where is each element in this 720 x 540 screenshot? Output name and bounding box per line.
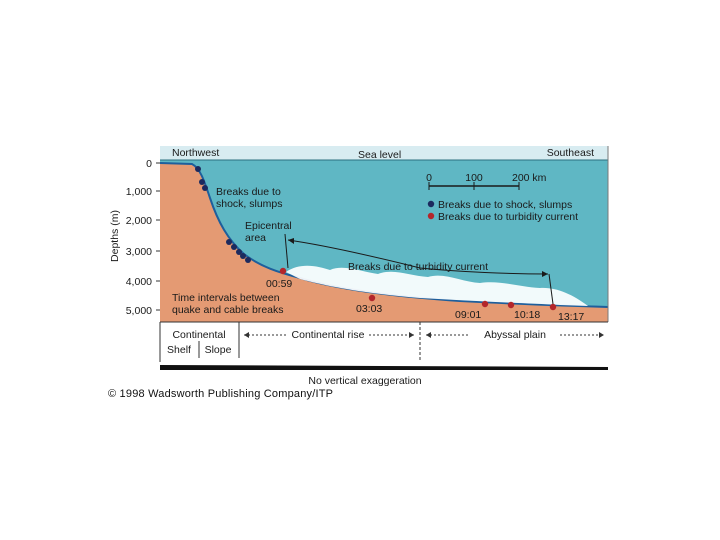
time-label: 13:17 [558, 311, 584, 323]
seafloor-profile [160, 163, 608, 322]
legend-shock-label: Breaks due to shock, slumps [438, 199, 572, 211]
scale-bar: 0 100 200 km [426, 172, 547, 190]
shock-break-marker [226, 239, 232, 245]
time-label: 09:01 [455, 309, 481, 321]
turbidity-breaks [279, 267, 557, 311]
scale-tick-200: 200 km [512, 172, 547, 184]
turbidity-annotation: Breaks due to turbidity current [348, 261, 488, 273]
shock-breaks [195, 166, 251, 263]
y-axis-label: Depths (m) [109, 210, 121, 262]
time-label: 03:03 [356, 303, 382, 315]
y-tick-3000: 3,000 [126, 246, 152, 258]
shock-annotation-line2: shock, slumps [216, 198, 283, 210]
shock-annotation-line1: Breaks due to [216, 186, 281, 198]
turbidity-break-marker [368, 294, 376, 302]
sea-level-label: Sea level [358, 149, 401, 161]
shock-break-marker [236, 249, 242, 255]
time-label: 10:18 [514, 309, 540, 321]
turbidity-break-marker [507, 301, 515, 309]
shock-break-marker [195, 166, 201, 172]
epicentral-annotation-line1: Epicentral [245, 220, 292, 232]
y-tick-0: 0 [146, 158, 152, 170]
direction-southeast: Southeast [547, 147, 594, 159]
shock-break-marker [240, 253, 246, 259]
y-tick-5000: 5,000 [126, 305, 152, 317]
turbidity-current [286, 265, 588, 306]
legend-turbidity-label: Breaks due to turbidity current [438, 211, 578, 223]
intervals-annotation-line2: quake and cable breaks [172, 304, 284, 316]
turbidity-break-marker [481, 300, 489, 308]
zone-abyssal-plain: Abyssal plain [484, 329, 546, 341]
turbidity-break-marker [279, 267, 287, 275]
zone-slope: Slope [205, 344, 232, 356]
time-label: 00:59 [266, 278, 292, 290]
shock-break-marker [199, 179, 205, 185]
scale-tick-0: 0 [426, 172, 432, 184]
shock-break-marker [245, 257, 251, 263]
zone-shelf: Shelf [167, 344, 191, 356]
legend-shock-marker [427, 200, 435, 208]
zone-bar: Continental Shelf Slope Continental rise… [159, 321, 608, 362]
epicentral-annotation-line2: area [245, 232, 266, 244]
header-band [160, 146, 608, 160]
legend: Breaks due to shock, slumps Breaks due t… [427, 199, 578, 223]
y-axis: 0 1,000 2,000 3,000 4,000 5,000 Depths (… [109, 158, 160, 317]
direction-northwest: Northwest [172, 147, 219, 159]
exaggeration-note: No vertical exaggeration [308, 375, 421, 387]
scale-tick-100: 100 [465, 172, 483, 184]
turbidity-arrow [287, 239, 549, 275]
zone-continental-rise: Continental rise [292, 329, 365, 341]
shock-break-marker [202, 185, 208, 191]
y-tick-4000: 4,000 [126, 276, 152, 288]
y-tick-1000: 1,000 [126, 186, 152, 198]
epicentral-arrow [284, 233, 289, 269]
shock-break-marker [231, 244, 237, 250]
zone-continental: Continental [172, 329, 225, 341]
intervals-annotation-line1: Time intervals between [172, 292, 280, 304]
legend-turbidity-marker [427, 212, 435, 220]
turbidity-break-marker [549, 303, 557, 311]
exaggeration-wedge [160, 365, 608, 370]
y-tick-2000: 2,000 [126, 215, 152, 227]
copyright-credit: © 1998 Wadsworth Publishing Company/ITP [108, 388, 334, 400]
